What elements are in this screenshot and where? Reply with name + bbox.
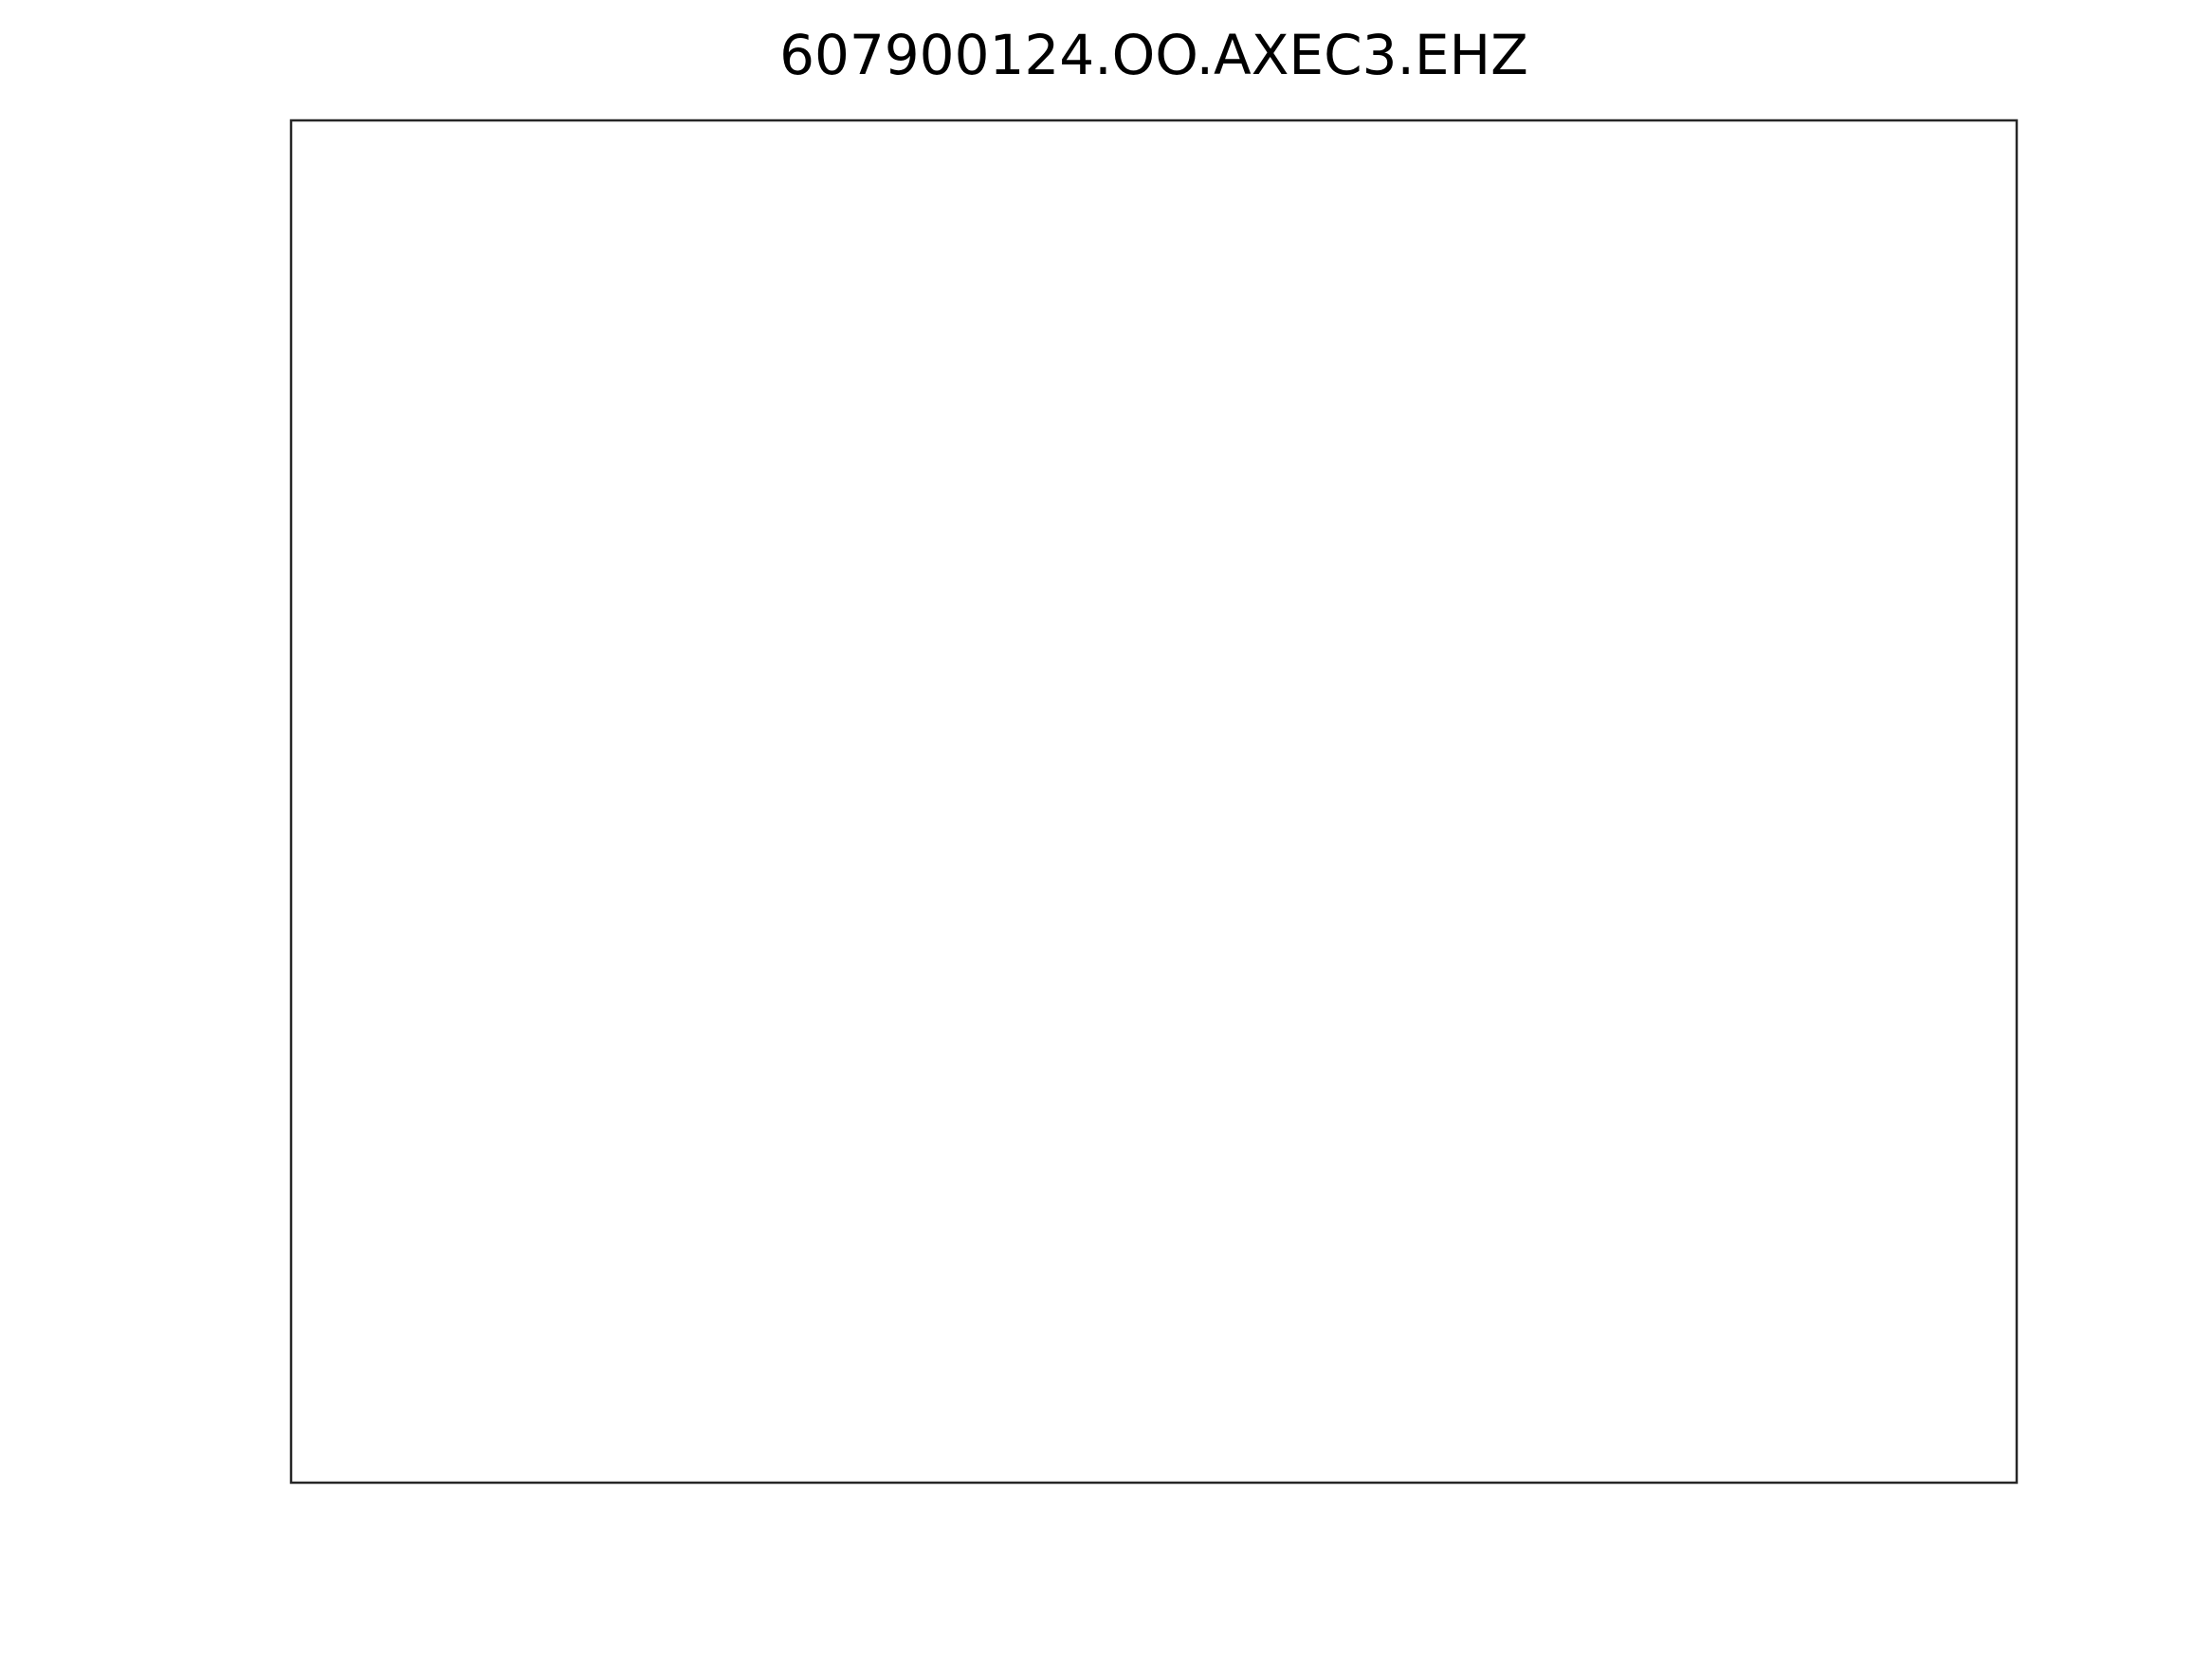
plot-border <box>289 118 2019 1485</box>
figure-title: 607900124.OO.AXEC3.EHZ <box>779 23 1528 87</box>
